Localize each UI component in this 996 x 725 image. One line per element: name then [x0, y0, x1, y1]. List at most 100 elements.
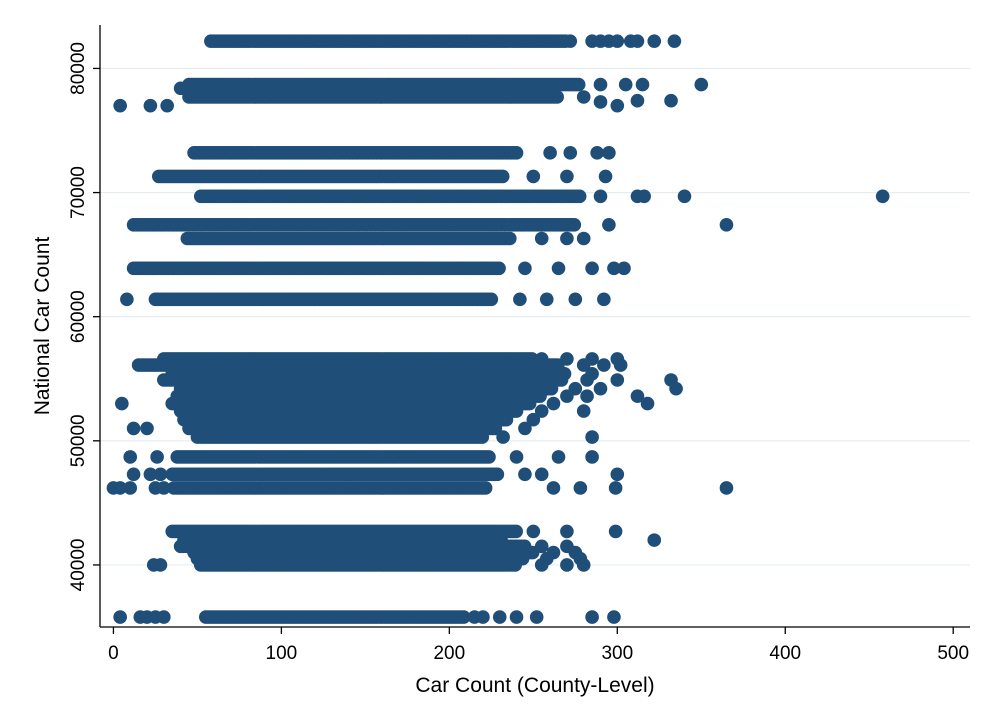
data-point: [571, 77, 586, 92]
data-point: [153, 467, 168, 482]
data-point: [518, 421, 532, 436]
data-point: [585, 261, 599, 276]
data-point: [509, 524, 523, 539]
data-point: [617, 261, 631, 276]
data-point: [478, 481, 493, 495]
data-point: [113, 610, 127, 624]
data-point: [630, 93, 645, 108]
data-point: [597, 358, 611, 372]
data-point: [563, 34, 578, 48]
data-point: [503, 231, 517, 246]
data-point: [113, 98, 127, 113]
data-point: [560, 524, 574, 539]
data-point: [568, 292, 583, 307]
data-point: [572, 189, 587, 204]
data-point: [508, 558, 522, 572]
data-point: [140, 421, 154, 436]
data-point: [525, 545, 540, 560]
data-point: [150, 450, 164, 464]
data-point: [593, 381, 608, 396]
data-point: [576, 558, 591, 572]
data-point: [580, 389, 594, 403]
data-point: [509, 610, 524, 624]
data-point: [115, 396, 129, 411]
x-axis-label: Car Count (County-Level): [415, 674, 654, 697]
x-tick-label: 400: [769, 643, 801, 664]
data-point: [610, 467, 625, 482]
data-point: [610, 373, 625, 387]
data-point: [126, 421, 141, 436]
data-point: [607, 261, 621, 276]
data-point: [490, 467, 505, 482]
data-point: [576, 90, 591, 104]
data-point: [543, 146, 557, 160]
data-point: [509, 404, 524, 418]
data-point: [602, 218, 616, 232]
data-point: [518, 261, 532, 276]
data-point: [526, 169, 541, 184]
data-point: [160, 98, 174, 113]
data-point: [597, 292, 611, 307]
data-point: [499, 412, 514, 427]
data-point: [126, 467, 141, 482]
data-point: [567, 218, 582, 232]
data-point: [618, 77, 633, 92]
data-point: [492, 261, 506, 276]
data-point: [526, 412, 541, 427]
data-point: [526, 524, 541, 539]
data-point: [560, 389, 574, 403]
data-point: [518, 467, 532, 482]
data-point: [719, 481, 734, 495]
data-point: [573, 481, 588, 495]
data-point: [123, 450, 138, 464]
data-point: [580, 373, 594, 387]
data-point: [534, 231, 549, 246]
data-point: [610, 98, 625, 113]
data-point: [509, 450, 524, 464]
axes: [93, 25, 970, 634]
data-point: [554, 373, 569, 387]
y-axis-label: National Car Count: [31, 237, 54, 416]
data-point: [598, 169, 613, 184]
data-point: [534, 404, 549, 418]
data-point: [637, 189, 651, 204]
tick-labels: 0 100 200 300 400 500 40000 50000 60000 70000 8000…: [68, 42, 969, 664]
data-point: [153, 558, 168, 572]
data-point: [560, 231, 574, 246]
data-point: [647, 533, 662, 547]
data-point: [875, 189, 890, 204]
data-point: [630, 389, 645, 403]
y-tick-label: 40000: [68, 539, 89, 592]
data-point: [593, 77, 608, 92]
data-point: [593, 95, 608, 109]
data-point: [610, 34, 625, 48]
y-tick-label: 50000: [68, 414, 89, 467]
x-tick-label: 500: [937, 643, 969, 664]
data-point: [563, 146, 578, 160]
data-point: [667, 34, 682, 48]
data-point: [585, 610, 599, 624]
x-tick-label: 0: [108, 643, 119, 664]
data-point: [492, 610, 507, 624]
data-point: [113, 481, 127, 495]
data-point: [539, 292, 554, 307]
data-point: [495, 169, 510, 184]
data-point: [640, 396, 655, 411]
data-point: [496, 430, 510, 444]
data-point: [677, 189, 692, 204]
data-point: [635, 77, 650, 92]
data-point: [513, 292, 527, 307]
data-point: [585, 430, 599, 444]
data-point: [484, 292, 499, 307]
y-tick-label: 80000: [68, 42, 89, 95]
data-point: [560, 558, 574, 572]
x-tick-label: 100: [266, 643, 298, 664]
data-point: [143, 467, 158, 482]
data-point: [157, 610, 171, 624]
data-point: [608, 481, 623, 495]
data-point: [719, 218, 734, 232]
data-point: [551, 450, 566, 464]
data-point: [560, 169, 574, 184]
data-point: [607, 610, 621, 624]
